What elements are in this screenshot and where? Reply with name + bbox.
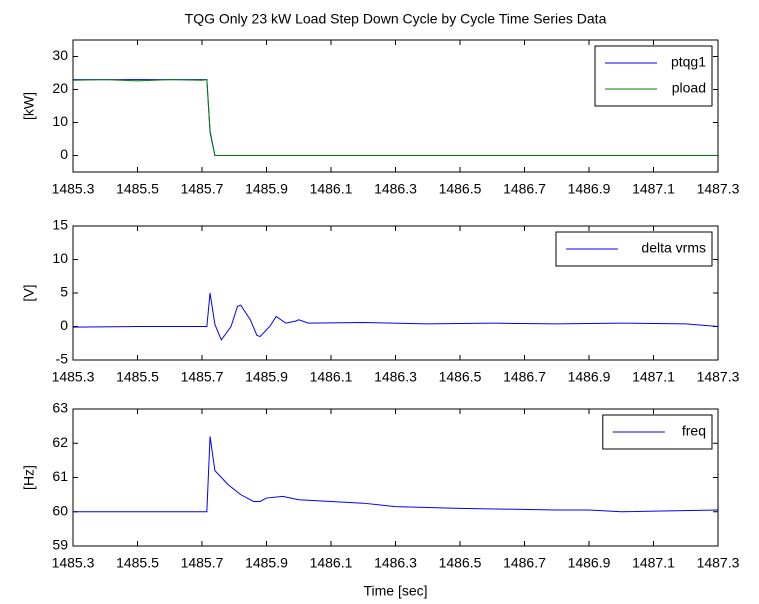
legend-label: pload [672, 80, 706, 96]
x-tick-label: 1486.7 [503, 369, 546, 385]
y-tick-label: 0 [60, 317, 68, 333]
x-tick-label: 1485.7 [181, 555, 224, 571]
x-tick-label: 1485.3 [52, 555, 95, 571]
y-tick-label: 61 [52, 468, 68, 484]
x-tick-label: 1486.1 [310, 369, 353, 385]
x-tick-label: 1486.9 [568, 555, 611, 571]
y-tick-label: 10 [52, 113, 68, 129]
x-tick-label: 1487.1 [632, 369, 675, 385]
x-tick-label: 1486.9 [568, 181, 611, 197]
y-tick-label: 15 [52, 217, 68, 233]
axes-box [72, 408, 719, 547]
axes-box [72, 225, 719, 361]
legend-label: ptqg1 [671, 54, 706, 70]
x-tick-label: 1486.5 [439, 555, 482, 571]
x-tick-label: 1487.3 [697, 181, 740, 197]
x-tick-label: 1487.3 [697, 369, 740, 385]
series-line [73, 79, 718, 156]
x-tick-label: 1487.1 [632, 555, 675, 571]
x-tick-label: 1486.1 [310, 555, 353, 571]
x-tick-label: 1486.5 [439, 369, 482, 385]
y-tick-label: 62 [52, 434, 68, 450]
x-tick-label: 1485.9 [245, 555, 288, 571]
x-tick-label: 1486.9 [568, 369, 611, 385]
series-line [73, 292, 718, 341]
y-tick-label: 0 [60, 146, 68, 162]
x-tick-label: 1485.3 [52, 181, 95, 197]
x-tick-label: 1485.7 [181, 369, 224, 385]
legend-label: delta vrms [641, 240, 706, 256]
legend-box [594, 45, 713, 107]
y-tick-label: 5 [60, 284, 68, 300]
x-tick-label: 1485.3 [52, 369, 95, 385]
y-tick-label: 10 [52, 250, 68, 266]
series-line [73, 436, 718, 513]
legend-label: freq [682, 423, 706, 439]
x-tick-label: 1485.5 [116, 181, 159, 197]
x-tick-label: 1487.1 [632, 181, 675, 197]
x-tick-label: 1486.3 [374, 555, 417, 571]
y-tick-label: 60 [52, 502, 68, 518]
y-axis-label: [Hz] [21, 465, 37, 490]
y-tick-label: -5 [56, 351, 69, 367]
axes-box [72, 39, 719, 173]
x-tick-label: 1486.1 [310, 181, 353, 197]
x-tick-label: 1486.3 [374, 369, 417, 385]
y-tick-label: 59 [52, 537, 68, 553]
x-axis-label: Time [sec] [363, 583, 427, 599]
y-axis-label: [V] [21, 284, 37, 301]
x-tick-label: 1487.3 [697, 555, 740, 571]
x-tick-label: 1486.7 [503, 181, 546, 197]
x-tick-label: 1486.7 [503, 555, 546, 571]
legend-box [555, 231, 713, 267]
x-tick-label: 1486.5 [439, 181, 482, 197]
x-tick-label: 1485.5 [116, 369, 159, 385]
y-tick-label: 63 [52, 400, 68, 416]
x-tick-label: 1485.9 [245, 181, 288, 197]
x-tick-label: 1486.3 [374, 181, 417, 197]
x-tick-label: 1485.9 [245, 369, 288, 385]
y-axis-label: [kW] [21, 92, 37, 120]
y-tick-label: 20 [52, 80, 68, 96]
x-tick-label: 1485.5 [116, 555, 159, 571]
y-tick-label: 30 [52, 47, 68, 63]
x-tick-label: 1485.7 [181, 181, 224, 197]
chart-title: TQG Only 23 kW Load Step Down Cycle by C… [185, 11, 607, 27]
